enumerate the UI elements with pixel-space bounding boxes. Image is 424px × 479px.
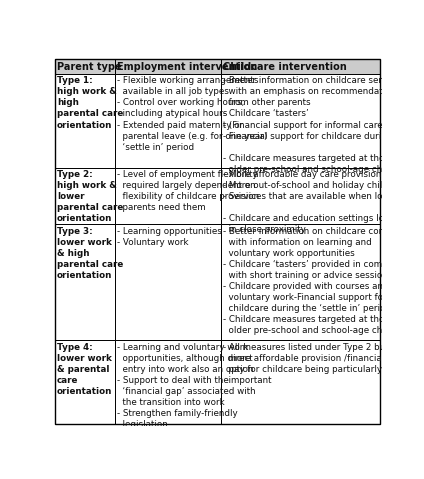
Bar — [115, 59, 220, 74]
Text: Type 2:
high work &
lower
parental care
orientation: Type 2: high work & lower parental care … — [57, 170, 123, 223]
Bar — [55, 59, 115, 74]
Text: - Better information on childcare combined
  with information on learning and
  : - Better information on childcare combin… — [223, 227, 418, 335]
Bar — [55, 224, 115, 341]
Bar — [220, 168, 380, 224]
Text: - Level of employment flexibility
  required largely dependent on
  flexibility : - Level of employment flexibility requir… — [117, 170, 259, 212]
Text: Parent type: Parent type — [57, 62, 122, 72]
Bar — [115, 168, 220, 224]
Text: Type 3:
lower work
& high
parental care
orientation: Type 3: lower work & high parental care … — [57, 227, 123, 280]
Bar — [55, 168, 115, 224]
Text: - Learning opportunities
- Voluntary work: - Learning opportunities - Voluntary wor… — [117, 227, 222, 247]
Text: Type 1:
high work &
high
parental care
orientation: Type 1: high work & high parental care o… — [57, 76, 123, 129]
Bar — [115, 74, 220, 168]
Text: - More affordable day care provision
- More out-of-school and holiday childcare
: - More affordable day care provision - M… — [223, 170, 408, 235]
Text: - Better information on childcare services
  with an emphasis on recommendations: - Better information on childcare servic… — [223, 76, 416, 174]
Bar — [115, 341, 220, 424]
Text: - Learning and voluntary work
  opportunities, although direct
  entry into work: - Learning and voluntary work opportunit… — [117, 342, 256, 429]
Bar — [55, 74, 115, 168]
Bar — [55, 341, 115, 424]
Bar — [220, 224, 380, 341]
Text: Employment intervention: Employment intervention — [117, 62, 257, 72]
Text: - All measures listed under Type 2 but with
  more affordable provision /financi: - All measures listed under Type 2 but w… — [223, 342, 417, 385]
Text: - Flexible working arrangements
  available in all job types
- Control over work: - Flexible working arrangements availabl… — [117, 76, 268, 152]
Bar — [115, 224, 220, 341]
Bar — [220, 59, 380, 74]
Text: Type 4:
lower work
& parental
care
orientation: Type 4: lower work & parental care orien… — [57, 342, 112, 396]
Bar — [220, 341, 380, 424]
Text: Childcare intervention: Childcare intervention — [223, 62, 346, 72]
Bar — [220, 74, 380, 168]
